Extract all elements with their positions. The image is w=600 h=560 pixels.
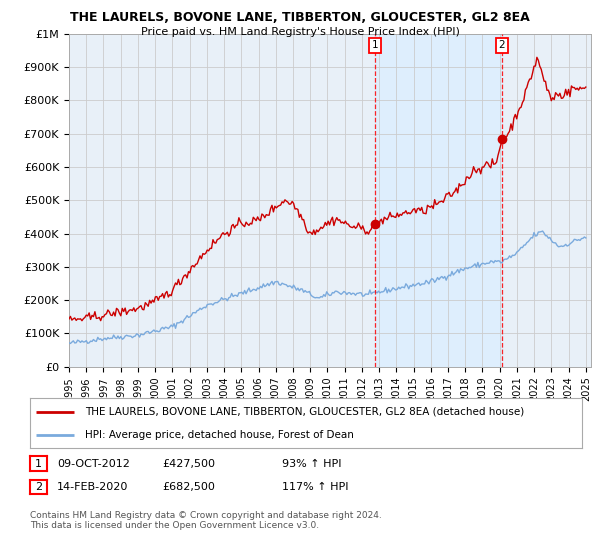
Text: THE LAURELS, BOVONE LANE, TIBBERTON, GLOUCESTER, GL2 8EA: THE LAURELS, BOVONE LANE, TIBBERTON, GLO…	[70, 11, 530, 24]
Bar	[375, 34, 502, 367]
Text: 09-OCT-2012: 09-OCT-2012	[57, 459, 130, 469]
Text: £427,500: £427,500	[162, 459, 215, 469]
Text: 117% ↑ HPI: 117% ↑ HPI	[282, 482, 349, 492]
Text: 93% ↑ HPI: 93% ↑ HPI	[282, 459, 341, 469]
Text: 1: 1	[372, 40, 379, 50]
Text: Price paid vs. HM Land Registry's House Price Index (HPI): Price paid vs. HM Land Registry's House …	[140, 27, 460, 37]
Text: Contains HM Land Registry data © Crown copyright and database right 2024.
This d: Contains HM Land Registry data © Crown c…	[30, 511, 382, 530]
Text: HPI: Average price, detached house, Forest of Dean: HPI: Average price, detached house, Fore…	[85, 431, 354, 440]
Text: 2: 2	[35, 482, 42, 492]
Text: THE LAURELS, BOVONE LANE, TIBBERTON, GLOUCESTER, GL2 8EA (detached house): THE LAURELS, BOVONE LANE, TIBBERTON, GLO…	[85, 407, 524, 417]
Text: 1: 1	[35, 459, 42, 469]
Text: £682,500: £682,500	[162, 482, 215, 492]
Text: 2: 2	[499, 40, 505, 50]
Text: 14-FEB-2020: 14-FEB-2020	[57, 482, 128, 492]
